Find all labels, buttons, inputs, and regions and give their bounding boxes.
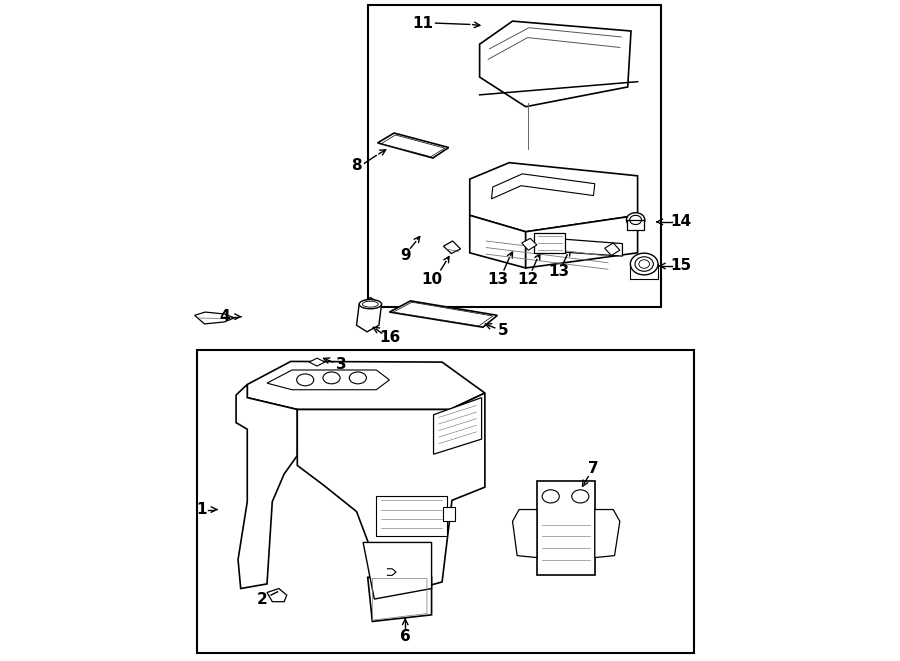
Polygon shape	[236, 385, 297, 588]
Text: 13: 13	[548, 264, 569, 279]
Polygon shape	[309, 358, 325, 366]
Polygon shape	[512, 510, 537, 558]
Polygon shape	[356, 297, 382, 332]
Text: 10: 10	[421, 272, 442, 287]
Text: 11: 11	[412, 16, 433, 30]
Text: 14: 14	[670, 214, 691, 229]
Text: 6: 6	[400, 629, 410, 644]
Ellipse shape	[542, 490, 559, 503]
Text: 13: 13	[487, 272, 508, 287]
Polygon shape	[368, 577, 432, 621]
Polygon shape	[390, 301, 498, 327]
Polygon shape	[267, 588, 287, 602]
Ellipse shape	[349, 372, 366, 384]
Text: 9: 9	[400, 248, 410, 263]
Polygon shape	[297, 393, 485, 595]
Ellipse shape	[359, 299, 382, 309]
Polygon shape	[363, 543, 432, 599]
Polygon shape	[526, 215, 637, 268]
Polygon shape	[595, 510, 620, 558]
Polygon shape	[627, 220, 644, 231]
Polygon shape	[382, 135, 445, 157]
Ellipse shape	[630, 215, 642, 225]
Polygon shape	[470, 215, 526, 268]
Bar	[444, 507, 455, 522]
Ellipse shape	[626, 213, 644, 227]
Polygon shape	[536, 237, 623, 256]
Polygon shape	[376, 496, 446, 536]
Ellipse shape	[635, 256, 653, 271]
Polygon shape	[605, 243, 620, 255]
Text: 8: 8	[351, 159, 362, 173]
Text: 2: 2	[257, 592, 268, 607]
Polygon shape	[194, 312, 234, 324]
Text: 16: 16	[379, 330, 400, 344]
Ellipse shape	[639, 260, 650, 268]
Text: 1: 1	[196, 502, 206, 517]
Polygon shape	[378, 133, 449, 158]
Ellipse shape	[297, 374, 314, 386]
Polygon shape	[522, 239, 537, 251]
Text: 7: 7	[589, 461, 598, 476]
Text: 12: 12	[517, 272, 538, 287]
Ellipse shape	[630, 253, 658, 275]
Polygon shape	[470, 163, 637, 232]
Polygon shape	[393, 302, 493, 326]
Ellipse shape	[363, 301, 378, 307]
Polygon shape	[248, 362, 485, 409]
Ellipse shape	[572, 490, 589, 503]
Polygon shape	[537, 481, 595, 575]
Text: 5: 5	[498, 323, 508, 338]
Polygon shape	[434, 398, 482, 454]
Text: 15: 15	[670, 258, 691, 274]
Polygon shape	[444, 241, 461, 253]
Polygon shape	[491, 174, 595, 199]
Ellipse shape	[323, 372, 340, 384]
Text: 4: 4	[220, 309, 230, 324]
Text: 3: 3	[336, 357, 346, 372]
Bar	[368, 5, 661, 307]
Polygon shape	[480, 21, 631, 106]
Bar	[196, 350, 694, 653]
Polygon shape	[535, 233, 565, 253]
Polygon shape	[267, 370, 390, 390]
